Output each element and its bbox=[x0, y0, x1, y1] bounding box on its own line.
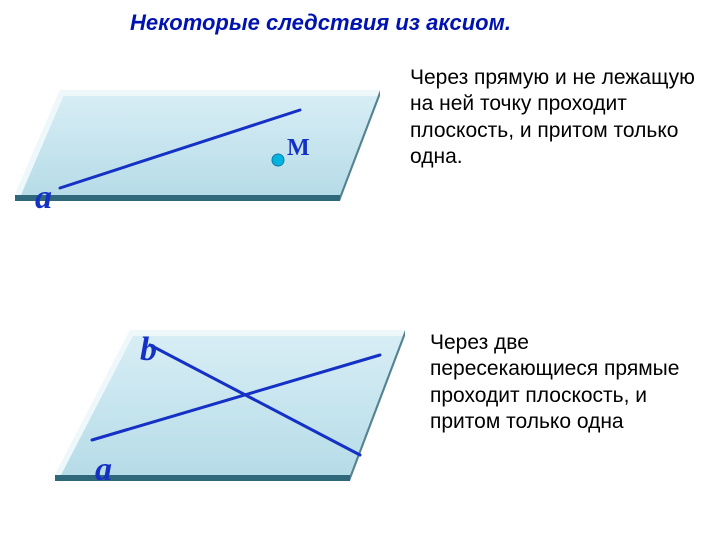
figure-1-label_M: М bbox=[287, 135, 310, 161]
page-title: Некоторые следствия из аксиом. bbox=[130, 10, 511, 36]
figure-1: аМ bbox=[0, 60, 400, 220]
figure-1-label_a: а bbox=[35, 179, 52, 216]
figure-2-label_a: a bbox=[95, 451, 112, 488]
figure-2: ab bbox=[40, 300, 440, 510]
section2-text: Через две пересекающиеся прямые проходит… bbox=[430, 330, 700, 435]
figure-1-point-m bbox=[272, 154, 284, 166]
figure-2-label_b: b bbox=[140, 331, 157, 368]
section1-text: Через прямую и не лежащую на ней точку п… bbox=[410, 65, 710, 170]
